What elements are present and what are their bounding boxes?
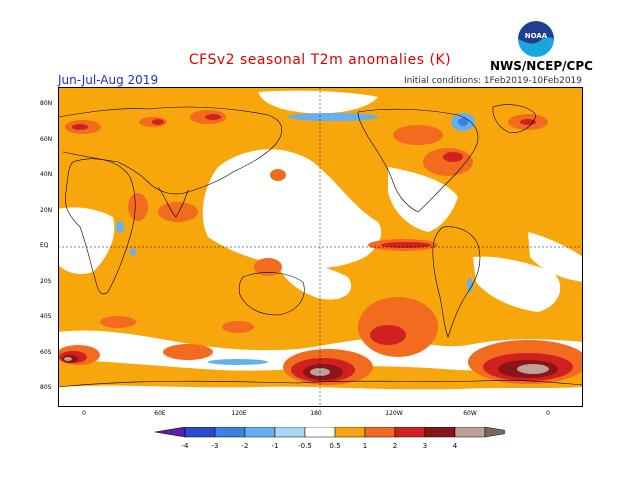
latitude-label: 60S (40, 348, 52, 356)
latitude-label: 40S (40, 313, 52, 320)
season-label: Jun-Jul-Aug 2019 (58, 73, 159, 87)
colorbar-swatch (274, 427, 306, 438)
white-region (388, 167, 458, 232)
colorbar-swatch (484, 427, 505, 438)
longitude-label: 180 (310, 410, 322, 417)
colorbar-swatch (184, 427, 216, 438)
longitude-label: 120W (385, 410, 403, 417)
longitude-label: 60E (154, 410, 166, 417)
colorbar-label: 4 (453, 442, 458, 450)
white-region (278, 257, 352, 300)
longitude-label: 60W (463, 410, 477, 417)
colorbar-swatch (454, 427, 486, 438)
cold-anomaly-patches (116, 113, 475, 365)
white-region (58, 385, 583, 407)
white-region (258, 90, 378, 114)
colorbar-swatch (364, 427, 396, 438)
latitude-label: 20S (40, 277, 52, 285)
white-region (473, 256, 561, 312)
white-region (58, 207, 115, 275)
colorbar-label: -3 (212, 442, 219, 450)
colorbar-label: -1 (272, 442, 279, 450)
noaa-logo: NOAA (518, 21, 554, 57)
initial-conditions-label: Initial conditions: 1Feb2019-10Feb2019 (403, 76, 582, 86)
colorbar-label: 2 (393, 442, 397, 450)
colorbar-label: 1 (363, 442, 367, 450)
colorbar-swatch (154, 427, 186, 438)
latitude-label: 60N (40, 135, 53, 143)
colorbar-swatch (244, 427, 276, 438)
latitude-label: 80N (40, 100, 53, 107)
latitude-label: 20N (40, 206, 53, 214)
longitude-label: 0 (546, 410, 550, 417)
white-region (202, 149, 382, 268)
colorbar-swatch (214, 427, 246, 438)
colorbar-label: -0.5 (298, 442, 312, 450)
colorbar-label: 0.5 (329, 442, 340, 450)
colorbar-label: 3 (423, 442, 427, 450)
white-region (528, 232, 583, 282)
longitude-label: 0 (82, 410, 86, 417)
longitude-label: 120E (231, 410, 247, 417)
colorbar-label: -2 (242, 442, 249, 450)
coastlines (58, 104, 583, 388)
colorbar-swatch (424, 427, 456, 438)
latitude-label: 40N (40, 171, 53, 178)
colorbar-label: -4 (182, 442, 190, 450)
latitude-label: EQ (40, 242, 49, 249)
colorbar-swatch (394, 427, 426, 438)
anomaly-map (58, 87, 583, 407)
logo-text: NOAA (525, 32, 548, 40)
colorbar-swatch (304, 427, 336, 438)
agency-label: NWS/NCEP/CPC (490, 59, 593, 73)
map-title: CFSv2 seasonal T2m anomalies (K) (188, 52, 452, 68)
colorbar: -4 -3 -2 -1 -0.5 0.5 1 2 3 4 (154, 427, 505, 450)
colorbar-swatch (334, 427, 366, 438)
map-frame (58, 87, 583, 407)
latitude-label: 80S (40, 384, 52, 391)
